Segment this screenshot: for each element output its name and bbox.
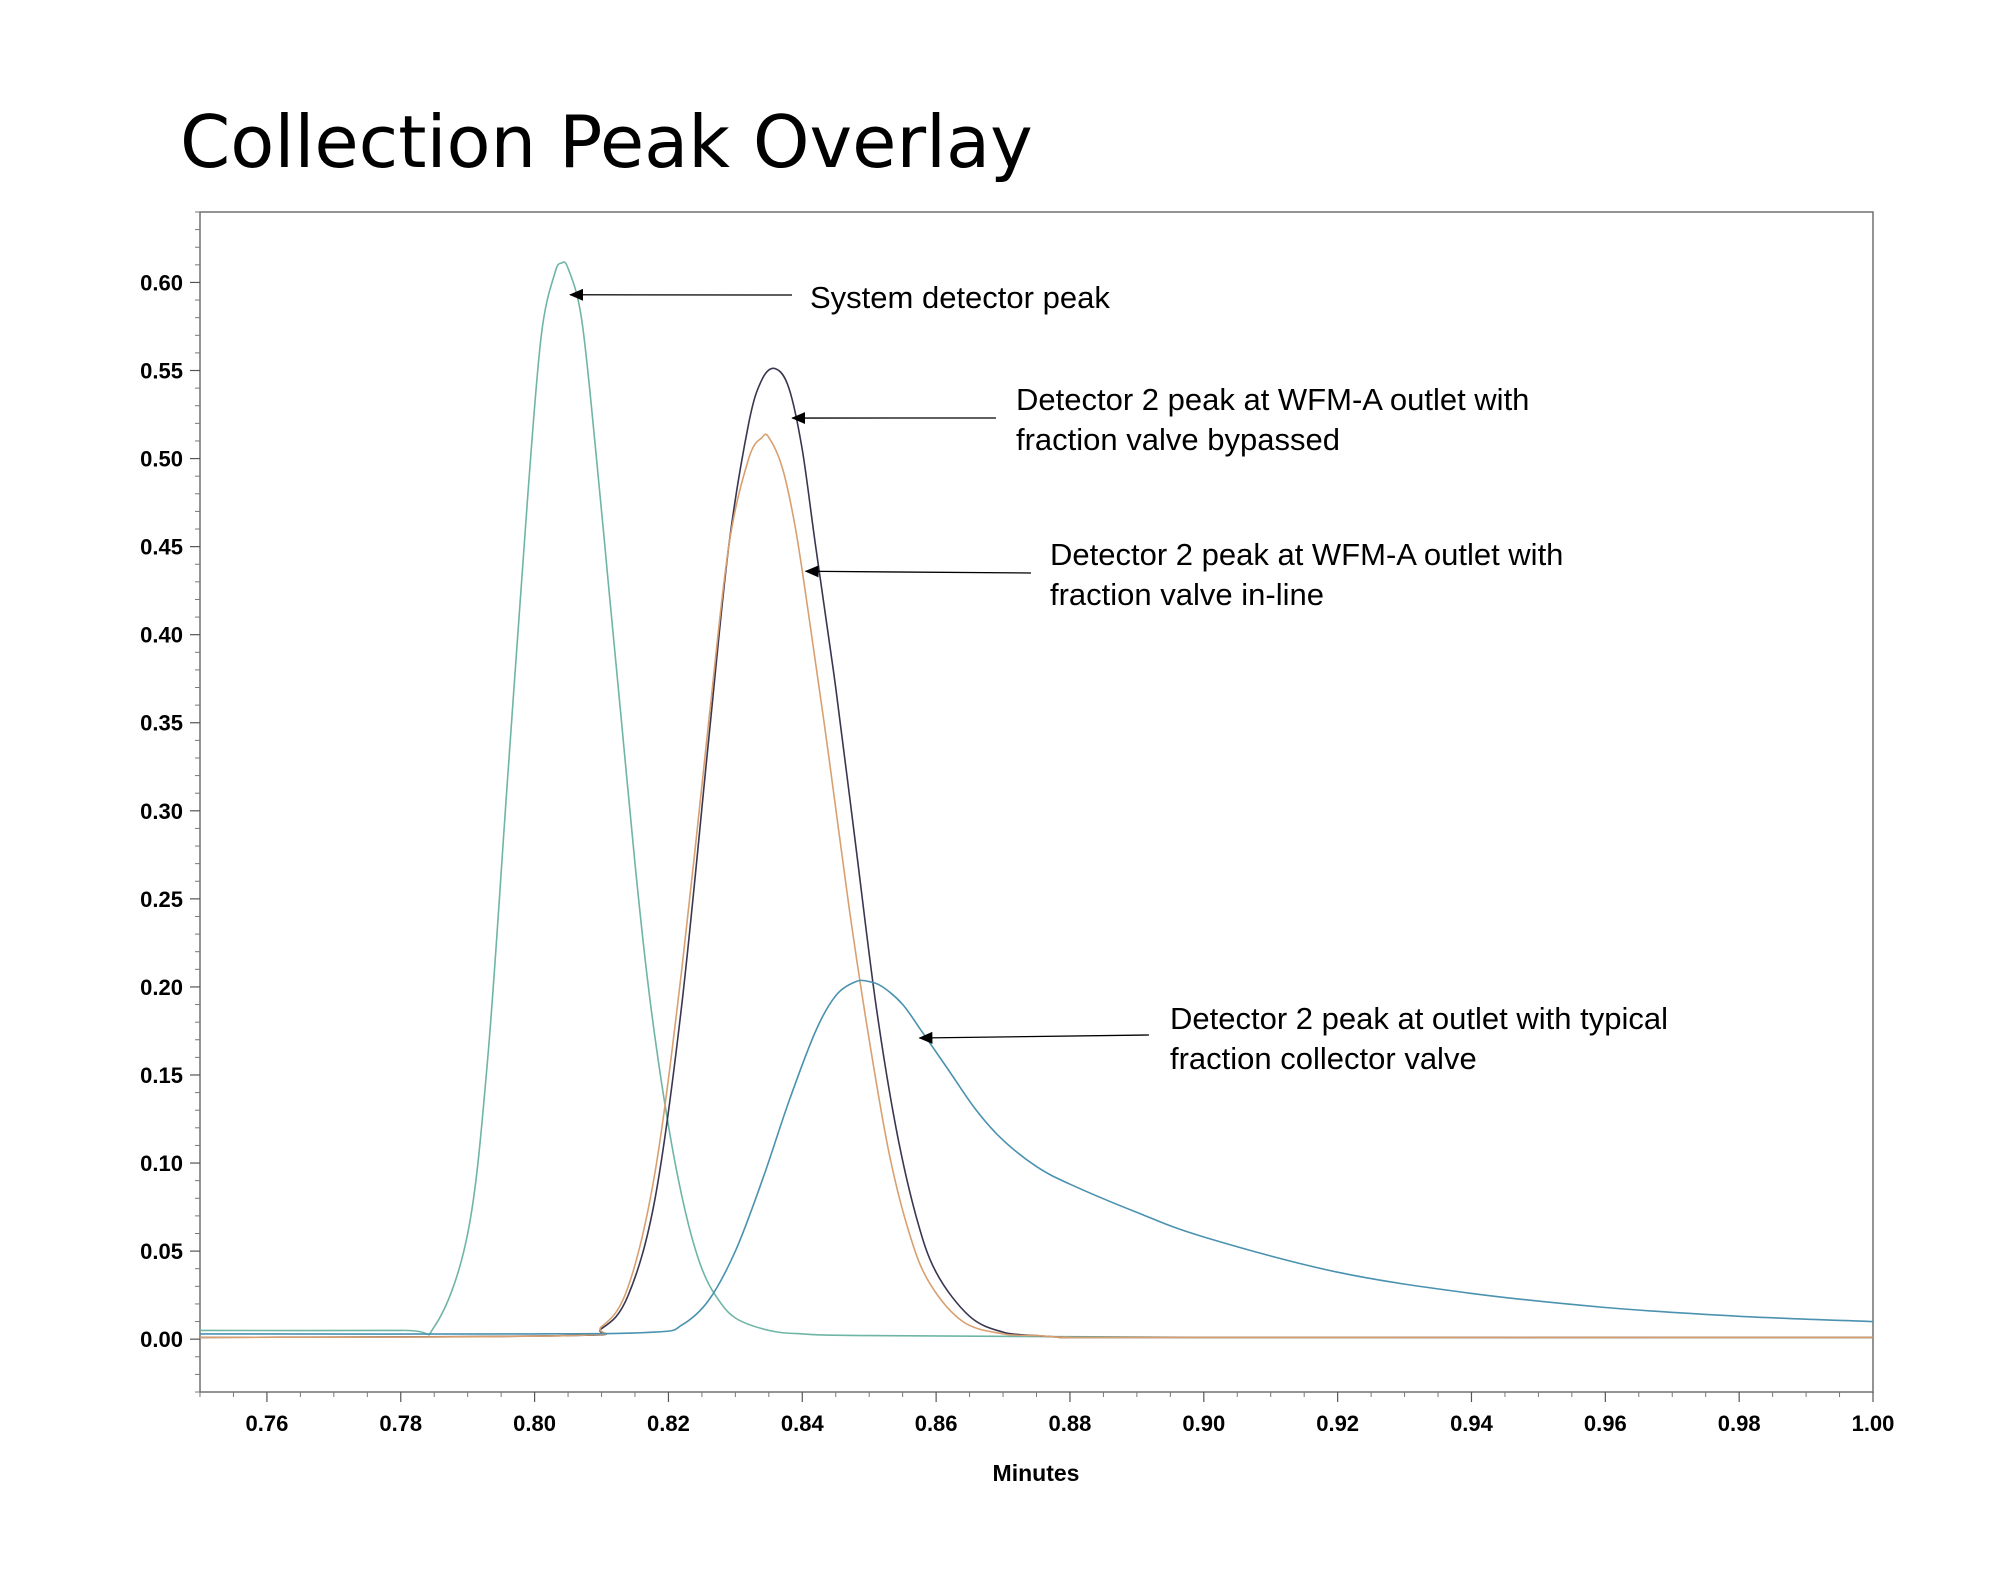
x-tick-label: 0.94 xyxy=(1450,1411,1494,1436)
y-axis: 0.00 0.05 0.10 0.15 0.20 0.25 0.30 0.35 0.40 0.45… xyxy=(140,211,200,1393)
y-tick-label: 0.45 xyxy=(140,535,183,560)
x-tick-label: 1.00 xyxy=(1852,1411,1895,1436)
x-tick-label: 0.82 xyxy=(647,1411,690,1436)
y-tick-label: 0.20 xyxy=(140,975,183,1000)
x-tick-label: 0.84 xyxy=(781,1411,825,1436)
x-tick-label: 0.86 xyxy=(915,1411,958,1436)
series-line-3 xyxy=(199,433,1873,1339)
annotation-arrow xyxy=(918,1031,1150,1044)
y-tick-label: 0.60 xyxy=(140,270,183,295)
y-tick-label: 0.40 xyxy=(140,623,183,648)
x-tick-label: 0.76 xyxy=(246,1411,289,1436)
annotation-1: System detector peak xyxy=(569,280,1110,315)
annotation-text: Detector 2 peak at WFM-A outlet with xyxy=(1016,382,1529,417)
annotation-text: fraction collector valve xyxy=(1170,1041,1477,1076)
annotation-text: fraction valve bypassed xyxy=(1016,422,1340,457)
y-tick-label: 0.30 xyxy=(140,799,183,824)
x-tick-label: 0.88 xyxy=(1049,1411,1092,1436)
annotation-text: System detector peak xyxy=(810,280,1110,315)
annotation-3: Detector 2 peak at WFM-A outlet with frac… xyxy=(804,537,1563,612)
y-tick-label: 0.15 xyxy=(140,1063,183,1088)
x-axis: 0.76 0.78 0.80 0.82 0.84 0.86 0.88 0.90 0.92 0.94… xyxy=(199,1392,1895,1436)
x-tick-label: 0.90 xyxy=(1182,1411,1225,1436)
series-line-4 xyxy=(199,979,1874,1335)
annotation-text: fraction valve in-line xyxy=(1050,577,1324,612)
x-axis-title: Minutes xyxy=(993,1460,1080,1486)
y-tick-label: 0.55 xyxy=(140,359,183,384)
y-tick-label: 0.35 xyxy=(140,711,183,736)
annotation-text: Detector 2 peak at WFM-A outlet with xyxy=(1050,537,1563,572)
annotation-layer: System detector peak Detector 2 peak at W… xyxy=(569,280,1668,1076)
x-tick-label: 0.98 xyxy=(1718,1411,1761,1436)
x-tick-label: 0.80 xyxy=(513,1411,556,1436)
x-tick-label: 0.78 xyxy=(379,1411,422,1436)
x-tick-label: 0.92 xyxy=(1316,1411,1359,1436)
y-tick-label: 0.50 xyxy=(140,447,183,472)
series-line-2 xyxy=(199,367,1873,1339)
x-tick-label: 0.96 xyxy=(1584,1411,1627,1436)
annotation-arrow xyxy=(804,565,1032,578)
y-tick-label: 0.25 xyxy=(140,887,183,912)
annotation-text: Detector 2 peak at outlet with typical xyxy=(1170,1001,1668,1036)
annotation-4: Detector 2 peak at outlet with typical fr… xyxy=(918,1001,1668,1076)
chart-title: Collection Peak Overlay xyxy=(180,100,1033,184)
series-layer xyxy=(199,261,1874,1339)
y-tick-label: 0.05 xyxy=(140,1239,183,1264)
annotation-2: Detector 2 peak at WFM-A outlet with frac… xyxy=(791,382,1529,457)
series-line-1 xyxy=(199,261,1874,1339)
y-tick-label: 0.00 xyxy=(140,1327,183,1352)
y-tick-label: 0.10 xyxy=(140,1151,183,1176)
